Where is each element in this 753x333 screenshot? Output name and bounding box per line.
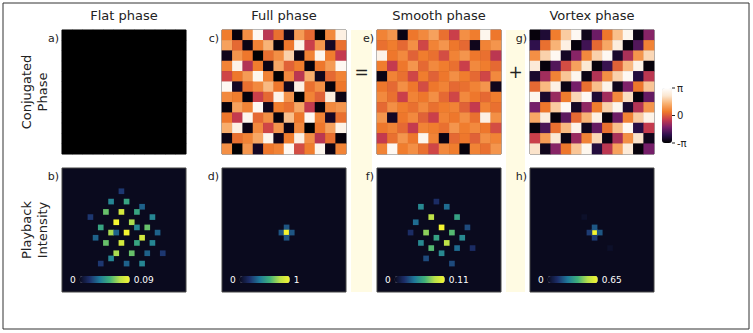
svg-text:Conjugated: Conjugated [19, 55, 34, 130]
svg-text:0.09: 0.09 [134, 275, 154, 285]
svg-text:Playback: Playback [19, 201, 34, 259]
svg-text:0: 0 [70, 275, 76, 285]
svg-text:Vortex phase: Vortex phase [549, 8, 634, 23]
svg-text:c): c) [209, 32, 219, 45]
svg-text:π: π [677, 83, 683, 94]
svg-text:Phase: Phase [35, 73, 50, 112]
svg-text:=: = [354, 62, 368, 82]
svg-text:b): b) [48, 170, 59, 183]
svg-text:0: 0 [677, 110, 683, 121]
svg-text:h): h) [516, 170, 527, 183]
svg-text:d): d) [208, 170, 219, 183]
svg-text:0: 0 [230, 275, 236, 285]
svg-text:0.11: 0.11 [449, 275, 469, 285]
svg-text:Flat phase: Flat phase [90, 8, 158, 23]
svg-text:e): e) [363, 32, 374, 45]
svg-text:Smooth phase: Smooth phase [392, 8, 486, 23]
svg-text:0: 0 [385, 275, 391, 285]
svg-text:f): f) [366, 170, 374, 183]
svg-text:Full phase: Full phase [251, 8, 317, 23]
svg-text:Intensity: Intensity [35, 201, 50, 258]
svg-text:-π: -π [677, 138, 687, 149]
svg-text:g): g) [516, 32, 527, 45]
svg-text:a): a) [48, 32, 59, 45]
svg-text:0.65: 0.65 [602, 275, 622, 285]
svg-text:0: 0 [538, 275, 544, 285]
svg-text:1: 1 [294, 275, 300, 285]
svg-text:+: + [508, 62, 522, 82]
